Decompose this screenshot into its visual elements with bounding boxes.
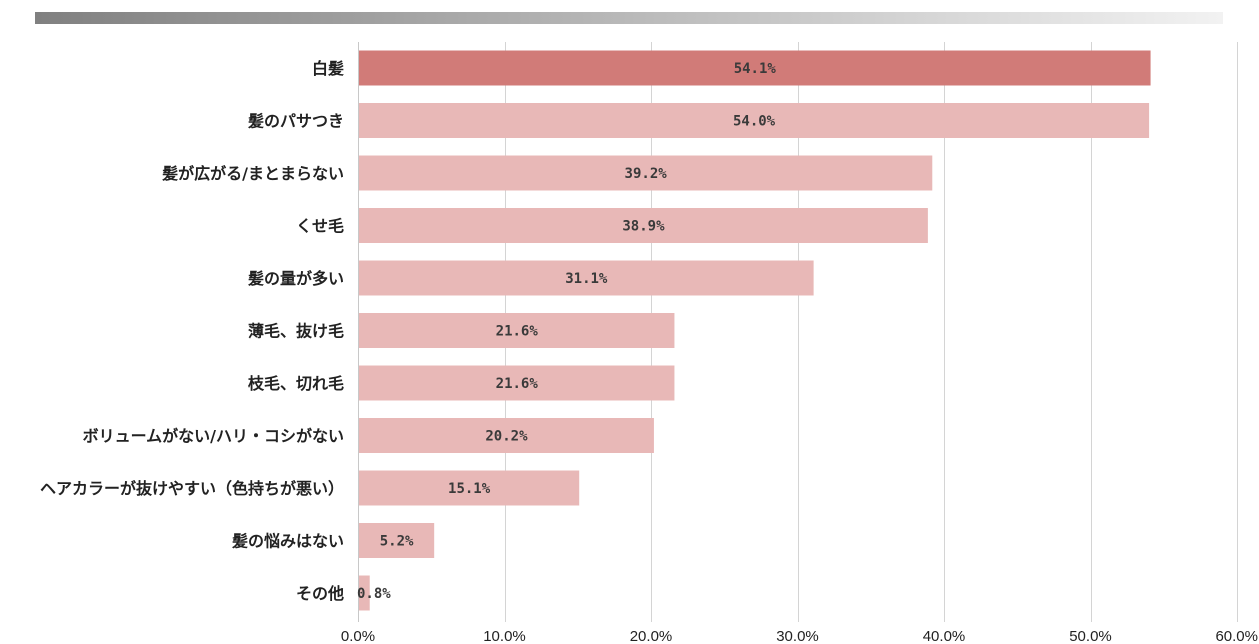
bar-9 [359, 523, 435, 558]
x-axis-tick-labels: 0.0% 10.0% 20.0% 30.0% 40.0% 50.0% 60.0% [341, 628, 1258, 644]
category-label: その他 [296, 584, 344, 603]
category-label: ボリュームがない/ハリ・コシがない [83, 427, 344, 446]
category-label: 髪のパサつき [247, 112, 344, 131]
value-label: 31.1% [565, 271, 608, 287]
category-label: くせ毛 [296, 217, 344, 236]
bar-3 [359, 208, 928, 243]
bar-5 [359, 313, 675, 348]
category-label: 髪の悩みはない [231, 532, 344, 551]
category-label: 髪が広がる/まとまらない [161, 164, 344, 183]
value-label: 38.9% [622, 219, 665, 235]
value-label: 5.2% [380, 534, 414, 550]
value-label: 54.1% [734, 61, 777, 77]
value-label: 0.8% [357, 586, 391, 602]
category-label: 髪の量が多い [247, 269, 344, 288]
value-label: 21.6% [496, 376, 539, 392]
x-tick-label: 10.0% [483, 628, 526, 644]
value-label: 15.1% [448, 481, 491, 497]
header-gradient-bar [35, 12, 1223, 24]
category-label: 枝毛、切れ毛 [247, 374, 344, 393]
category-label: 白髪 [312, 59, 344, 78]
x-tick-label: 40.0% [923, 628, 966, 644]
bar-8 [359, 470, 580, 506]
bars [359, 50, 1151, 611]
value-label: 21.6% [496, 324, 539, 340]
value-label: 39.2% [625, 166, 668, 182]
bar-7 [359, 418, 654, 453]
category-label: ヘアカラーが抜けやすい（色持ちが悪い） [40, 479, 344, 498]
value-label: 54.0% [733, 114, 776, 130]
bar-6 [359, 365, 675, 401]
bar-0 [359, 50, 1151, 86]
bar-2 [359, 155, 933, 191]
category-labels: 白髪髪のパサつき髪が広がる/まとまらないくせ毛髪の量が多い薄毛、抜け毛枝毛、切れ… [40, 59, 344, 603]
bar-10 [359, 575, 370, 611]
x-tick-label: 50.0% [1069, 628, 1112, 644]
x-tick-label: 60.0% [1215, 628, 1258, 644]
x-tick-label: 20.0% [630, 628, 673, 644]
bar-4 [359, 260, 814, 296]
value-label: 20.2% [485, 429, 528, 445]
x-tick-label: 0.0% [341, 628, 375, 644]
value-labels: 54.1% 54.0% 39.2% 38.9% 31.1% 21.6% 21.6% 20.2%… [357, 61, 776, 602]
bar-1 [359, 103, 1150, 138]
category-label: 薄毛、抜け毛 [248, 322, 344, 341]
x-tick-label: 30.0% [776, 628, 819, 644]
